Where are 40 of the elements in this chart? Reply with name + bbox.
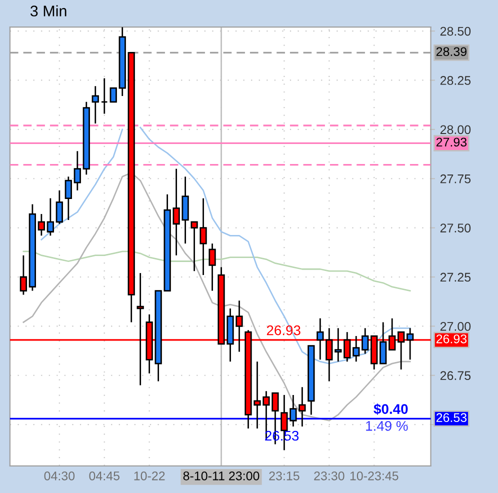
candlestick <box>46 198 54 236</box>
annotation: $0.40 <box>374 404 408 415</box>
chart-title: 3 Min <box>30 5 66 16</box>
candlestick <box>352 335 360 362</box>
y-tick-label: 26.75 <box>440 371 471 380</box>
candlestick <box>64 176 72 221</box>
x-tick-label: 10-23:45 <box>350 471 398 480</box>
candlestick <box>56 190 63 225</box>
annotation: 1.49 % <box>366 420 408 431</box>
candlestick <box>208 242 216 292</box>
ref-line-label: 27.93 <box>436 138 467 147</box>
y-tick-label: 27.50 <box>440 224 471 232</box>
y-tick-label: 27.25 <box>440 272 471 282</box>
ref-line-label: 26.93 <box>266 325 300 336</box>
candlestick <box>362 327 369 354</box>
candlestick <box>74 150 81 192</box>
y-tick-label: 28.00 <box>440 125 471 134</box>
candlestick <box>406 327 414 360</box>
y-tick-label: 28.25 <box>440 76 471 85</box>
candlestick <box>38 213 46 236</box>
candlestick <box>20 254 28 296</box>
ref-line-label: 26.53 <box>436 413 467 422</box>
x-tick-label: 23:15 <box>269 471 300 480</box>
candlestick <box>100 78 108 114</box>
x-tick-label: 04:30 <box>44 471 75 480</box>
candlestick <box>110 87 117 103</box>
candlestick <box>316 318 324 360</box>
y-tick-label: 27.00 <box>440 322 471 331</box>
x-tick-label: 10-22 <box>134 471 165 480</box>
x-tick-label: 23:30 <box>314 471 344 480</box>
candlestick <box>334 327 342 362</box>
candlestick <box>380 322 387 364</box>
y-tick-label: 27.75 <box>440 174 471 184</box>
text: 26.93 <box>436 334 467 344</box>
y-tick-label: 28.50 <box>440 26 471 36</box>
x-tick-label: 8-10-11 23:00 <box>183 471 260 480</box>
candlestick <box>92 85 99 124</box>
ref-line-label: 28.39 <box>436 47 467 56</box>
line-series <box>22 172 411 422</box>
x-tick-label: 04:45 <box>89 471 120 480</box>
